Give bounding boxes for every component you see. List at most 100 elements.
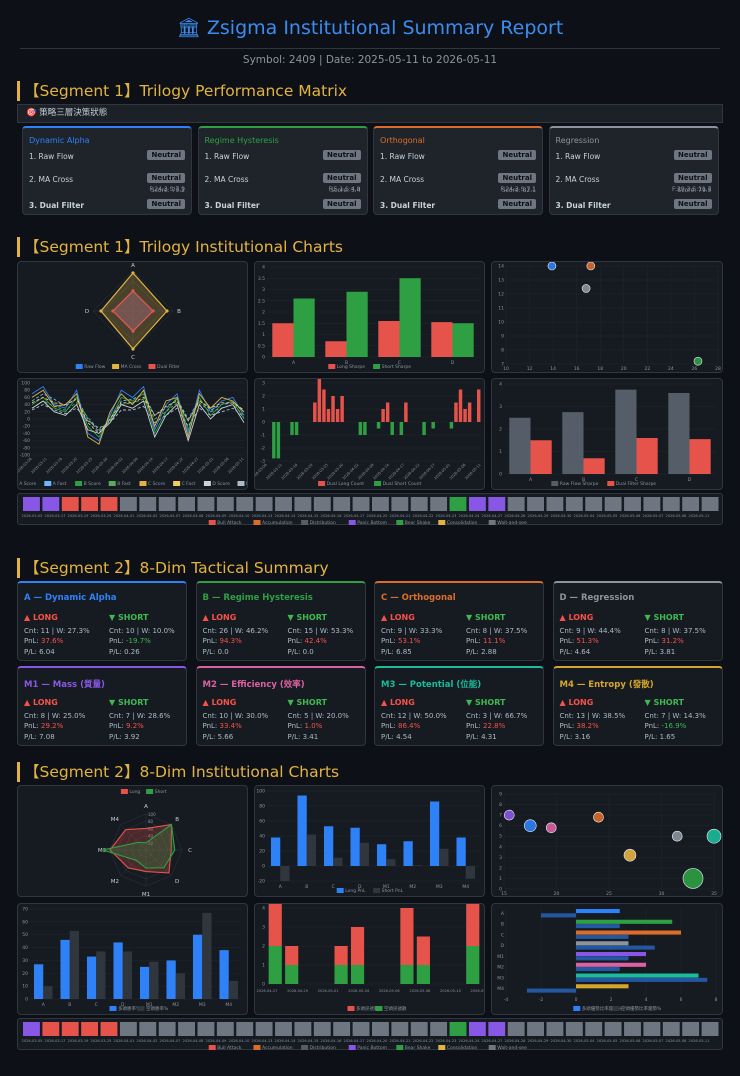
tactical-long-column: ▲ LONG Cnt: 9 | W: 44.4% PnL: 51.3% P/L: 4.… [560, 613, 638, 657]
x-tick-label: 2026-03-19 [68, 514, 90, 518]
regime-cell [236, 497, 254, 511]
status-badge: Neutral [673, 199, 712, 209]
legend-swatch [301, 1045, 309, 1050]
x-tick-label: 18 [597, 366, 603, 372]
tactical-short-column: ▼ SHORT Cnt: 7 | W: 28.6% PnL: 9.2% P/L: 3.… [109, 698, 187, 742]
tactical-short-column: ▼ SHORT Cnt: 5 | W: 20.0% PnL: 1.0% P/L: 3.… [288, 698, 366, 742]
bar [689, 439, 711, 474]
bar [166, 960, 176, 999]
y-tick-label: 1 [262, 963, 265, 969]
short-count: Cnt: 10 | W: 10.0% [109, 626, 175, 635]
matrix-row-label: 2. MA Cross [555, 175, 600, 184]
x-tick-label: 2026-04-07 [160, 1039, 181, 1043]
bar [378, 321, 400, 357]
legend-swatch [253, 520, 261, 525]
radar-axis-label: A [144, 804, 148, 810]
legend-label: Panic Bottom [357, 520, 387, 526]
bar [290, 422, 294, 435]
x-tick-label: 24 [668, 366, 674, 372]
regime-cell [23, 1022, 40, 1036]
chart-panel-c6: 0 1 2 3 4 A B C D Raw Flow Sharpe Dual Filter Shar… [491, 378, 723, 490]
radar-axis-label: M3 [98, 848, 107, 854]
y-tick-label: 1 [499, 449, 502, 455]
y-tick-label: 0 [499, 887, 502, 893]
matrix-row: 2. MA Cross Neutral Score: 79.9 [555, 173, 712, 194]
regime-cell [546, 1022, 564, 1036]
tactical-card-title: M4 — Entropy (發散) [559, 680, 654, 690]
hbar [576, 956, 629, 961]
radar-series [100, 823, 176, 869]
bar [465, 866, 476, 879]
legend-label: Bull Attack [217, 520, 242, 526]
x-tick-label: 2026-04-20 [367, 1039, 389, 1043]
pnl-label: PnL: [466, 637, 484, 645]
matrix-row-sub: Score: 79.2 [150, 187, 185, 194]
matrix-row: 3. Dual Filter Neutral [205, 199, 361, 211]
regime-cell [352, 497, 370, 511]
regime-cell [313, 1022, 331, 1036]
x-tick-label: 2026-04-22 [413, 1039, 434, 1043]
short-pnl: PnL: -16.9% [645, 721, 723, 732]
pnl-value: 38.2% [576, 722, 599, 730]
legend-swatch [396, 1045, 404, 1050]
x-tick-label: B [345, 360, 348, 366]
x-tick-label: 2026-04-13 [252, 1039, 273, 1043]
long-label: ▲ LONG [559, 613, 594, 622]
report-title-text: Zsigma Institutional Summary Report [206, 17, 564, 39]
long-pnl: PnL: 37.6% [24, 636, 102, 647]
status-badge: Neutral [147, 199, 185, 209]
x-tick-label: 25 [606, 891, 612, 897]
bar [175, 973, 186, 999]
matrix-row-label: 2. MA Cross [380, 175, 425, 184]
report-title: 🏛 Zsigma Institutional Summary Report [0, 0, 740, 48]
y-tick-label: M3 [497, 975, 504, 981]
y-tick-label: 2 [262, 394, 265, 400]
bar [306, 834, 317, 866]
regime-strip-s2: 2026-03-05 2026-03-17 2026-03-19 2026-03-25… [17, 1018, 723, 1051]
legend-label: 空頭訊號數 [384, 1005, 407, 1012]
status-badge: Neutral [498, 199, 536, 209]
y-tick-label: -60 [23, 438, 30, 444]
short-pf: P/L: 3.92 [109, 732, 140, 741]
legend-label: Bear Shake [405, 520, 431, 526]
matrix-row: F:24.3 S:7.9 [29, 184, 185, 196]
y-tick-label: 7 [501, 362, 504, 368]
bar [466, 904, 480, 946]
x-tick-label: D [451, 360, 455, 366]
matrix-row-sub: F:24.3 S:7.9 [149, 186, 185, 193]
y-tick-label: 0 [25, 997, 28, 1003]
bar [386, 859, 396, 866]
y-tick-label: 6 [499, 823, 502, 829]
tactical-card-title: M3 — Potential (位能) [381, 680, 482, 690]
long-pnl: PnL: 86.4% [381, 721, 459, 732]
bar [346, 291, 368, 357]
x-tick-label: 30 [659, 891, 665, 897]
hbar [576, 977, 708, 982]
tactical-card-title: C — Orthogonal [381, 593, 456, 603]
long-pf: P/L: 3.16 [559, 732, 591, 741]
regime-cell [682, 1022, 700, 1036]
x-tick-label: -2 [539, 997, 544, 1003]
y-tick-label: M2 [497, 965, 504, 971]
regime-cell [410, 497, 428, 511]
matrix-card: Regime Hysteresis 1. Raw Flow Neutral 2. MA… [197, 126, 368, 215]
regime-cell [178, 497, 195, 511]
tactical-card: M1 — Mass (質量) ▲ LONG Cnt: 8 | W: 25.0% PnL… [17, 666, 187, 746]
x-tick-label: 35 [711, 891, 717, 897]
tactical-long-column: ▲ LONG Cnt: 26 | W: 46.2% PnL: 94.3% P/L: 0… [203, 613, 281, 657]
scatter-point [586, 262, 596, 271]
tactical-card-title: M1 — Mass (質量) [24, 680, 105, 690]
scatter-point [706, 828, 722, 844]
regime-cell [216, 497, 234, 511]
title-divider [20, 48, 720, 49]
bar [359, 842, 370, 866]
regime-cell [23, 497, 40, 511]
legend-label: Long [129, 789, 140, 795]
pnl-label: PnL: [109, 722, 127, 730]
tactical-short-column: ▼ SHORT Cnt: 8 | W: 37.5% PnL: 31.2% P/L: 3… [645, 613, 723, 657]
y-tick-label: 8 [501, 348, 504, 354]
y-tick-label: 4 [499, 844, 502, 850]
legend-swatch [75, 481, 83, 486]
y-tick-label: -2 [261, 446, 266, 452]
y-tick-label: 2 [499, 865, 502, 871]
